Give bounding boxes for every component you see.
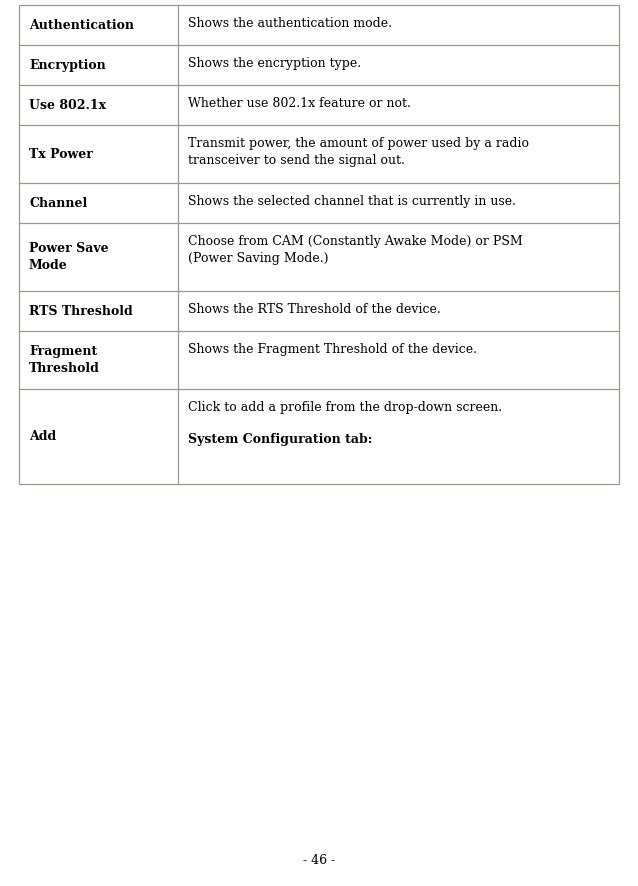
- Text: Authentication: Authentication: [29, 19, 134, 32]
- Text: Click to add a profile from the drop-down screen.: Click to add a profile from the drop-dow…: [188, 401, 502, 414]
- Text: Encryption: Encryption: [29, 58, 106, 72]
- Text: Shows the Fragment Threshold of the device.: Shows the Fragment Threshold of the devi…: [188, 343, 477, 356]
- Text: RTS Threshold: RTS Threshold: [29, 305, 133, 317]
- Text: Tx Power: Tx Power: [29, 147, 93, 160]
- Text: Fragment
Threshold: Fragment Threshold: [29, 346, 100, 375]
- Text: Add: Add: [29, 430, 56, 443]
- Bar: [19, 5, 619, 484]
- Text: System Configuration tab:: System Configuration tab:: [188, 433, 373, 446]
- Text: Power Save
Mode: Power Save Mode: [29, 242, 108, 272]
- Text: Choose from CAM (Constantly Awake Mode) or PSM
(Power Saving Mode.): Choose from CAM (Constantly Awake Mode) …: [188, 235, 523, 265]
- Text: Transmit power, the amount of power used by a radio
transceiver to send the sign: Transmit power, the amount of power used…: [188, 137, 529, 167]
- Text: Shows the RTS Threshold of the device.: Shows the RTS Threshold of the device.: [188, 303, 441, 316]
- Text: Whether use 802.1x feature or not.: Whether use 802.1x feature or not.: [188, 97, 411, 110]
- Text: Shows the authentication mode.: Shows the authentication mode.: [188, 17, 392, 30]
- Text: Shows the encryption type.: Shows the encryption type.: [188, 57, 361, 70]
- Text: Channel: Channel: [29, 197, 87, 209]
- Text: Use 802.1x: Use 802.1x: [29, 98, 106, 112]
- Text: Shows the selected channel that is currently in use.: Shows the selected channel that is curre…: [188, 195, 516, 208]
- Text: - 46 -: - 46 -: [303, 854, 335, 867]
